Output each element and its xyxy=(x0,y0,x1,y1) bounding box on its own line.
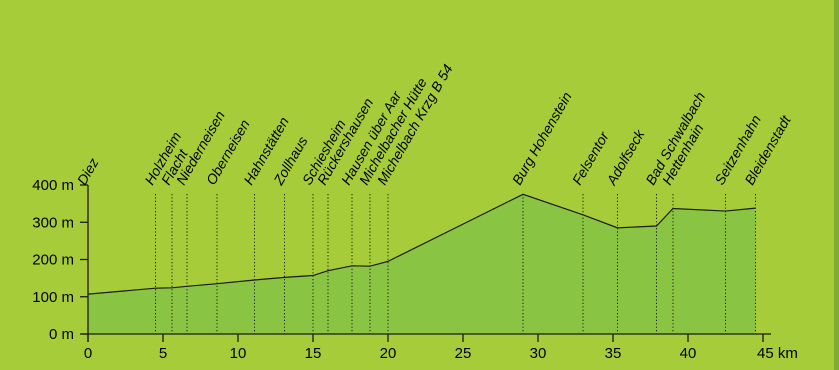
x-tick-label: 10 xyxy=(230,345,247,362)
y-tick-label: 400 m xyxy=(32,177,74,194)
x-tick-label: 15 xyxy=(305,345,322,362)
place-label: Adolfseck xyxy=(603,126,648,188)
elevation-area xyxy=(88,194,756,334)
place-label: Burg Hohenstein xyxy=(509,89,575,188)
place-label: Diez xyxy=(74,155,102,187)
x-tick-label: 0 xyxy=(84,345,92,362)
x-tick-label: 5 xyxy=(159,345,167,362)
x-tick-label: 20 xyxy=(380,345,397,362)
y-tick-label: 300 m xyxy=(32,214,74,231)
x-tick-label: 25 xyxy=(455,345,472,362)
y-tick-label: 100 m xyxy=(32,289,74,306)
x-tick-label: 40 xyxy=(680,345,697,362)
y-tick-label: 200 m xyxy=(32,252,74,269)
x-tick-label: 45 km xyxy=(757,345,798,362)
x-tick-label: 30 xyxy=(530,345,547,362)
y-tick-label: 0 m xyxy=(49,326,74,343)
x-tick-label: 35 xyxy=(605,345,622,362)
